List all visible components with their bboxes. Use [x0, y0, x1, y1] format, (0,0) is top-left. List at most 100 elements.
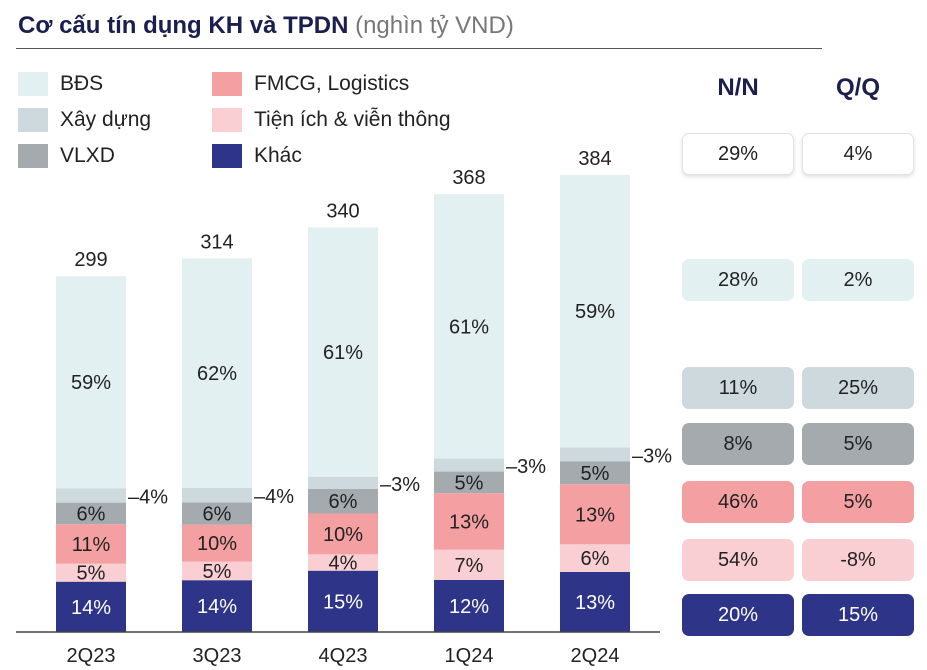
bar-segment [308, 513, 378, 555]
growth-cell-qq: 4% [802, 133, 914, 175]
legend-swatch [212, 108, 242, 132]
bar-segment [560, 484, 630, 545]
table-header: Q/Q [835, 74, 880, 101]
data-label: 4% [329, 553, 358, 575]
title-text: Cơ cấu tín dụng KH và TPDN [18, 12, 349, 39]
total-label: 340 [326, 200, 359, 222]
bar-segment [56, 563, 126, 582]
data-label: –3% [380, 474, 420, 496]
x-tick-label: 1Q24 [445, 645, 494, 667]
total-label: 384 [578, 148, 611, 170]
legend-label: Khác [254, 144, 302, 167]
bar-segment [434, 458, 504, 472]
bar-segment [56, 524, 126, 564]
legend-item: VLXD [18, 144, 115, 168]
total-label: 368 [452, 167, 485, 189]
data-label: 5% [581, 463, 610, 485]
data-label: 13% [575, 592, 615, 614]
growth-cell-nn: 46% [682, 481, 794, 523]
data-label: 61% [449, 316, 489, 338]
data-label: 62% [197, 363, 237, 385]
legend-label: FMCG, Logistics [254, 72, 410, 95]
data-label: 5% [455, 472, 484, 494]
bar-segment [182, 580, 252, 632]
data-label: 59% [71, 372, 111, 394]
growth-cell-qq: 5% [802, 423, 914, 465]
bar-segment [56, 581, 126, 632]
data-label: 12% [449, 596, 489, 618]
data-label: –3% [632, 445, 672, 467]
data-label: 6% [581, 548, 610, 570]
legend-label: Xây dựng [60, 108, 152, 131]
bar-segment [56, 276, 126, 489]
x-tick-label: 2Q23 [67, 645, 116, 667]
bar-segment [560, 544, 630, 572]
data-label: 61% [323, 342, 363, 364]
x-tick-label: 3Q23 [193, 645, 242, 667]
data-label: 10% [323, 524, 363, 546]
data-label: 10% [197, 533, 237, 555]
legend-swatch [212, 72, 242, 96]
chart-title: Cơ cấu tín dụng KH và TPDN (nghìn tỷ VND… [18, 12, 514, 40]
growth-cell-nn: 54% [682, 539, 794, 581]
growth-cell-nn: 28% [682, 259, 794, 301]
bar-segment [308, 554, 378, 571]
growth-cell-nn: 11% [682, 367, 794, 409]
bar-segment [182, 258, 252, 488]
growth-cell-nn: 20% [682, 594, 794, 636]
bar-segment [56, 488, 126, 503]
data-label: 13% [575, 504, 615, 526]
bar-segment [182, 487, 252, 503]
bar-segment [560, 571, 630, 632]
legend-item: Khác [212, 144, 302, 168]
growth-cell-qq: 25% [802, 367, 914, 409]
bar-segment [308, 476, 378, 489]
legend-label: Tiện ích & viễn thông [254, 108, 451, 131]
growth-cell-nn: 29% [682, 133, 794, 175]
bar-segment [560, 175, 630, 448]
bar-segment [308, 227, 378, 477]
bar-segment [434, 549, 504, 580]
growth-cell-qq: 2% [802, 259, 914, 301]
growth-cell-nn: 8% [682, 423, 794, 465]
bar-segment [560, 461, 630, 485]
legend-item: Tiện ích & viễn thông [212, 108, 451, 132]
data-label: 7% [455, 555, 484, 577]
data-label: 6% [77, 503, 106, 525]
growth-cell-qq: 15% [802, 594, 914, 636]
data-label: 5% [203, 561, 232, 583]
data-label: –4% [128, 486, 168, 508]
data-label: 14% [71, 597, 111, 619]
x-tick-label: 4Q23 [319, 645, 368, 667]
data-label: 11% [72, 534, 111, 556]
growth-cell-qq: -8% [802, 539, 914, 581]
growth-cell-qq: 5% [802, 481, 914, 523]
bar-segment [308, 488, 378, 514]
bar-segment [182, 524, 252, 562]
bar-segment [560, 447, 630, 462]
legend-item: BĐS [18, 72, 103, 96]
data-label: –3% [506, 456, 546, 478]
data-label: 6% [329, 491, 358, 513]
legend-label: BĐS [60, 72, 104, 95]
data-label: –4% [254, 486, 294, 508]
legend-item: Xây dựng [18, 108, 151, 132]
bar-segment [434, 579, 504, 632]
title-rule [16, 48, 822, 49]
table-header: N/N [717, 74, 759, 101]
bar-segment [308, 570, 378, 632]
data-label: 59% [575, 301, 615, 323]
data-label: 13% [449, 511, 489, 533]
legend-label: VLXD [60, 144, 115, 167]
bar-segment [434, 471, 504, 494]
legend-swatch [18, 144, 48, 168]
bar-segment [182, 502, 252, 525]
data-label: 15% [323, 591, 363, 613]
legend-swatch [18, 72, 48, 96]
legend-swatch [212, 144, 242, 168]
bar-segment [434, 194, 504, 459]
chart-subtitle: (nghìn tỷ VND) [355, 12, 514, 39]
x-tick-label: 2Q24 [571, 645, 620, 667]
